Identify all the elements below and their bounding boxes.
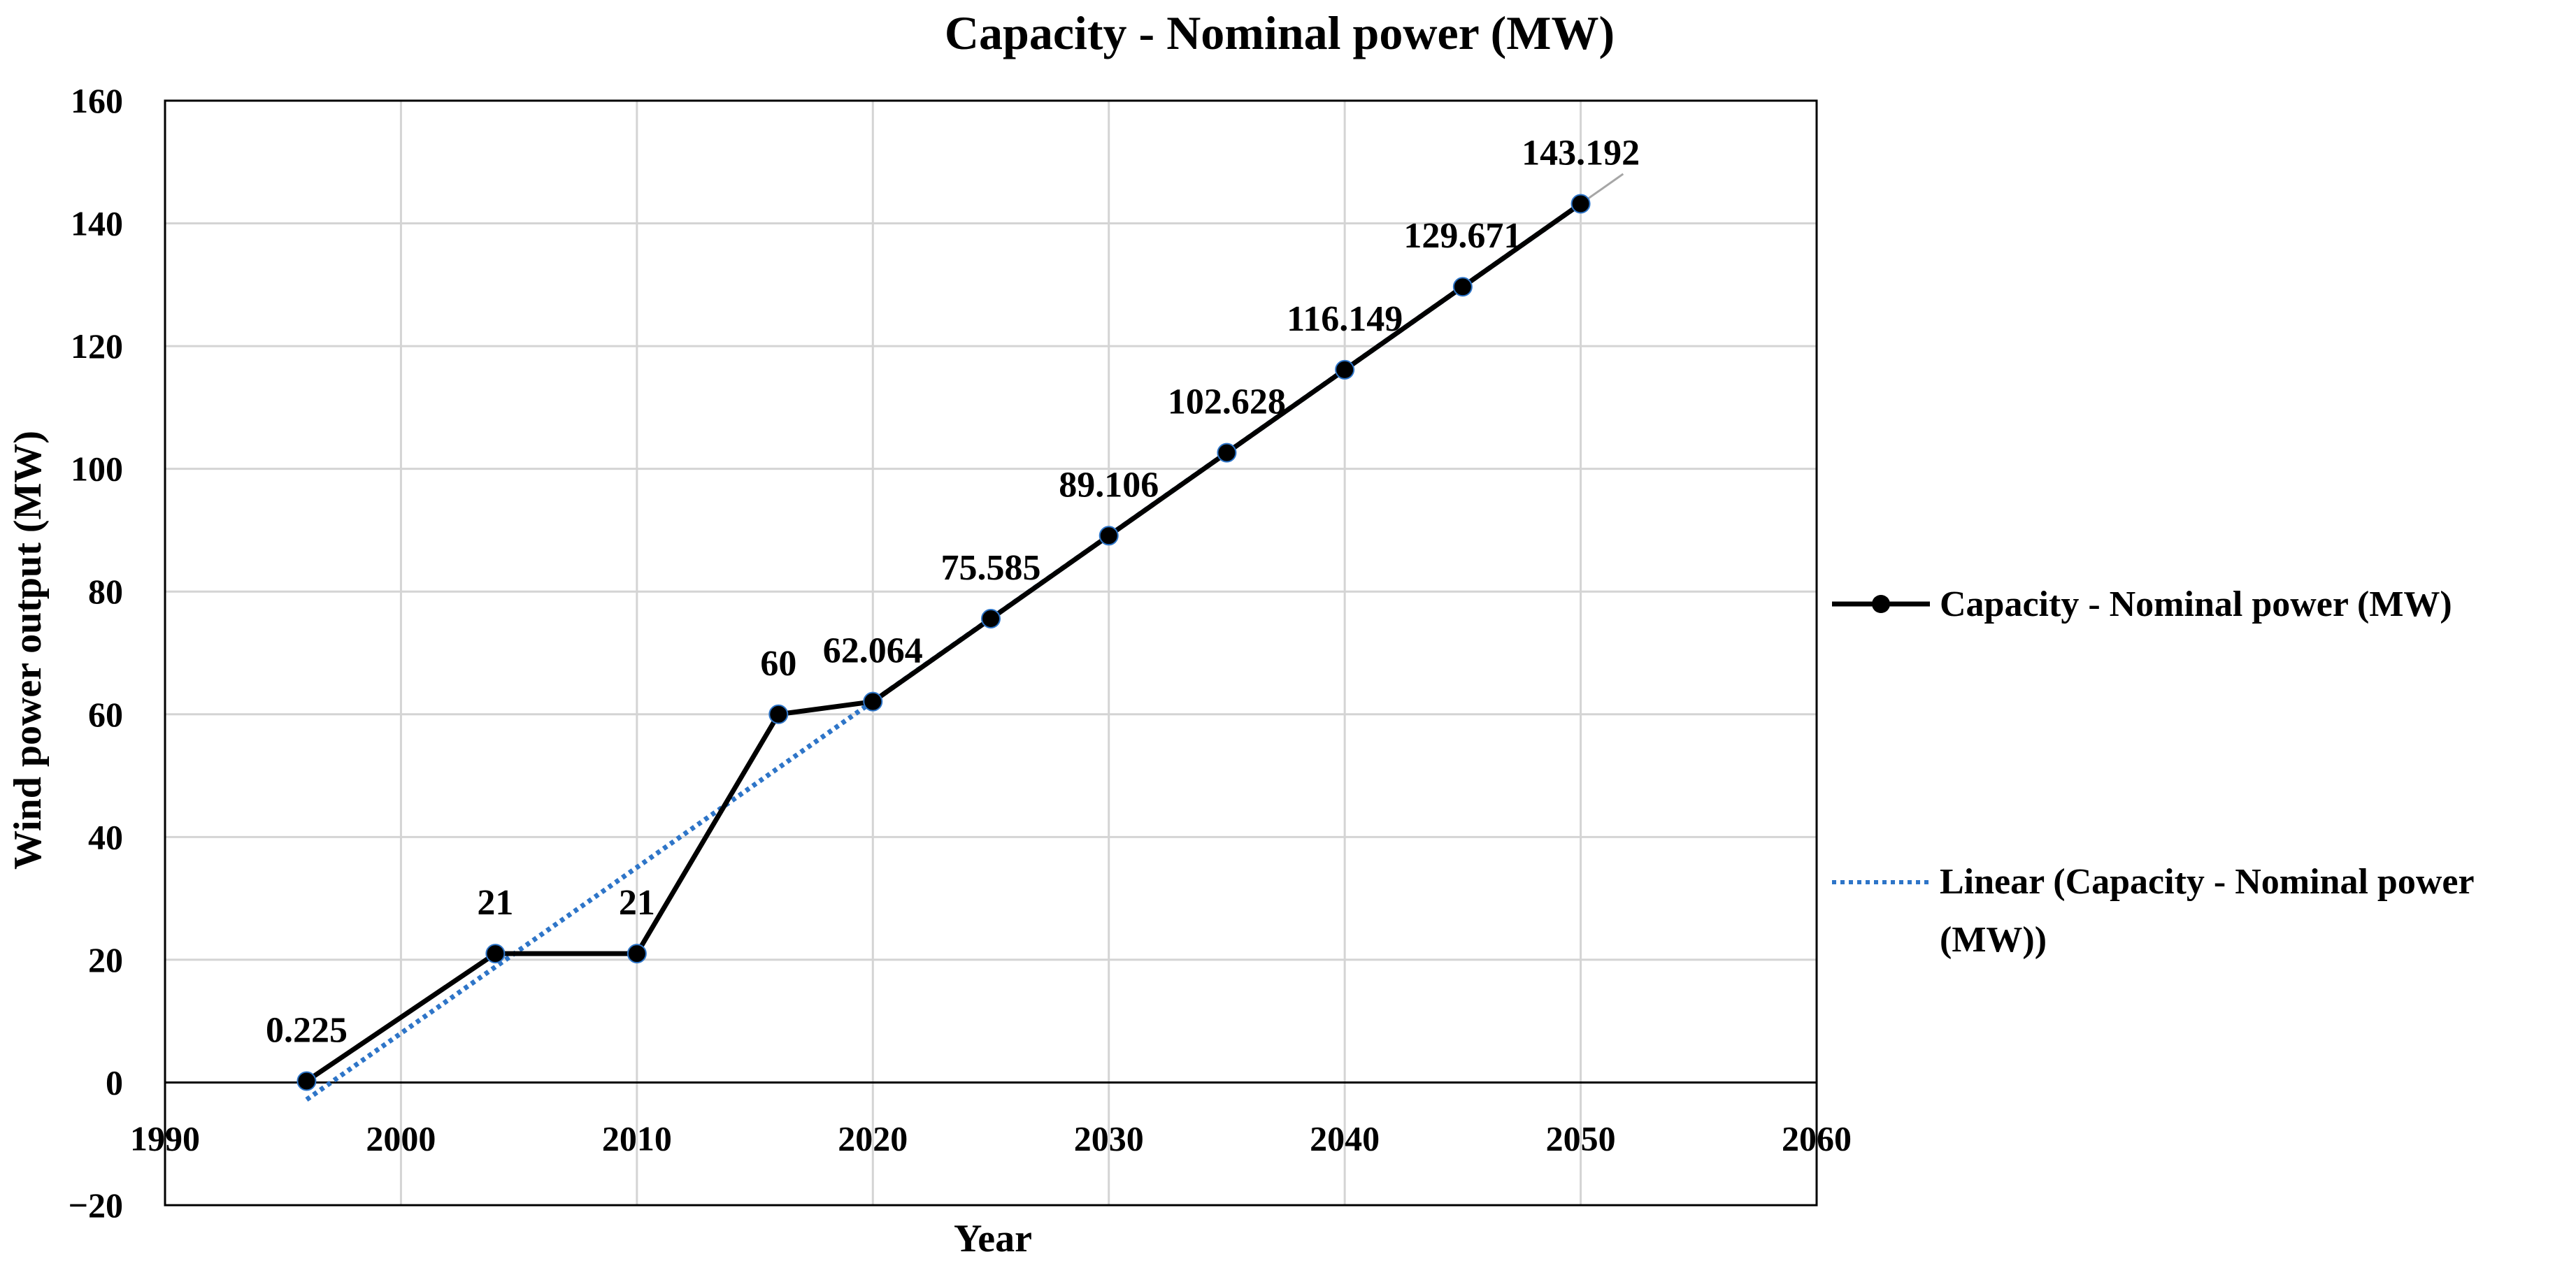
data-point: [1099, 526, 1119, 546]
data-label: 89.106: [1059, 465, 1159, 505]
data-label: 102.628: [1168, 382, 1286, 422]
y-tick-label: −20: [69, 1186, 124, 1225]
data-label: 143.192: [1522, 134, 1640, 173]
x-tick-label: 2050: [1546, 1118, 1616, 1158]
legend-linear-label-line1: Linear (Capacity - Nominal power: [1940, 862, 2475, 902]
x-tick-label: 2060: [1782, 1118, 1852, 1158]
data-point: [1570, 194, 1591, 214]
x-tick-label: 2010: [602, 1118, 672, 1158]
legend-capacity-label: Capacity - Nominal power (MW): [1940, 584, 2452, 624]
data-label: 0.225: [266, 1010, 348, 1050]
y-tick-label: 60: [88, 695, 123, 734]
data-point: [863, 691, 883, 712]
y-tick-label: 140: [71, 204, 123, 243]
y-tick-label: 20: [88, 940, 123, 979]
x-tick-label: 2000: [366, 1118, 436, 1158]
data-labels: 0.225 21 21 60 62.064 75.585 89.106 102.628 116.…: [266, 134, 1640, 1051]
data-label: 21: [619, 883, 655, 923]
y-tick-label: 0: [106, 1063, 123, 1102]
data-point: [627, 944, 647, 964]
legend: Capacity - Nominal power (MW) Linear (Ca…: [1832, 584, 2475, 960]
data-point: [296, 1071, 317, 1091]
data-point: [981, 608, 1001, 628]
data-label: 129.671: [1403, 216, 1522, 256]
legend-capacity-marker: [1872, 595, 1890, 613]
data-point: [485, 944, 506, 964]
data-label: 21: [477, 883, 513, 923]
y-tick-label: 120: [71, 326, 123, 366]
data-point: [1335, 359, 1355, 380]
data-point: [768, 704, 789, 724]
data-label: 116.149: [1287, 299, 1403, 339]
x-tick-label: 2020: [838, 1118, 908, 1158]
data-label: 62.064: [823, 631, 923, 671]
plot-border: [164, 99, 1818, 1207]
y-axis-label: Wind power output (MW): [6, 431, 50, 870]
y-tick-label: 40: [88, 817, 123, 856]
y-tick-label: 80: [88, 572, 123, 611]
capacity-series: [296, 194, 1591, 1091]
grid: [165, 101, 1817, 1205]
axes: [164, 99, 1818, 1207]
y-tick-label: 160: [71, 81, 123, 120]
data-label: 60: [760, 644, 796, 684]
legend-linear-label-line2: (MW)): [1940, 920, 2047, 960]
chart-title: Capacity - Nominal power (MW): [945, 6, 1615, 59]
data-point: [1452, 277, 1473, 297]
y-tick-label: 100: [71, 449, 123, 489]
x-tick-label: 1990: [130, 1118, 200, 1158]
data-point: [1217, 443, 1237, 463]
x-axis-label: Year: [954, 1217, 1032, 1260]
data-label: 75.585: [941, 548, 1041, 588]
x-tick-label: 2040: [1310, 1118, 1380, 1158]
x-tick-label: 2030: [1074, 1118, 1144, 1158]
